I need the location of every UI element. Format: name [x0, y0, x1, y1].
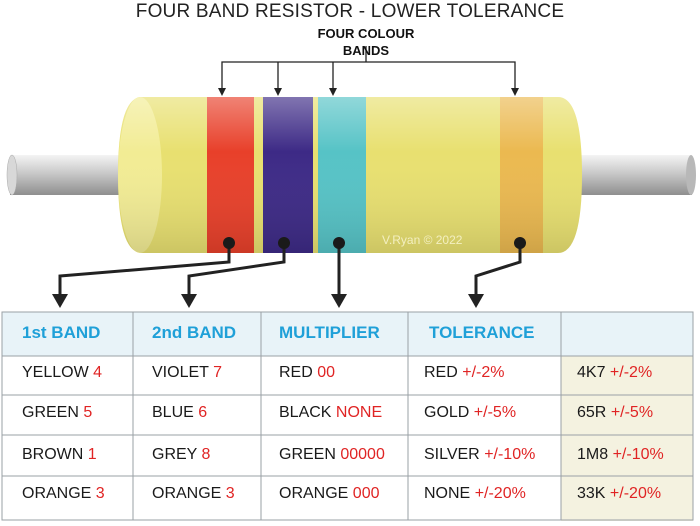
table-row-1-col-2: VIOLET 7: [152, 364, 222, 382]
band-value: 3: [95, 485, 105, 502]
band-colour: GREY: [152, 446, 198, 463]
band-colour: BLUE: [152, 404, 194, 421]
band-value: 5: [83, 404, 93, 421]
table-row-3-col-2: GREY 8: [152, 446, 210, 464]
table-row-4-col-2: ORANGE 3: [152, 485, 235, 503]
band-value: 00000: [340, 446, 385, 463]
band-value: 4: [93, 364, 103, 381]
band-value: 3: [225, 485, 235, 502]
band-dots: [223, 237, 526, 249]
example-tolerance: +/-20%: [609, 485, 662, 502]
band-colour: GREEN: [22, 404, 79, 421]
callout-arrowheads: [218, 88, 519, 96]
header-multiplier: MULTIPLIER: [279, 323, 380, 342]
band-colour: NONE: [424, 485, 471, 502]
table-row-4-col-4: NONE +/-20%: [424, 485, 526, 503]
band-colour: ORANGE: [279, 485, 349, 502]
band-colour: BLACK: [279, 404, 332, 421]
table-frame: [1, 311, 694, 521]
band-value: NONE: [335, 404, 383, 421]
band-value: +/-2%: [462, 364, 505, 381]
band-colour: RED: [424, 364, 458, 381]
leader-arrowheads: [52, 294, 484, 308]
table-row-2-col-3: BLACK NONE: [279, 404, 382, 422]
right-lead: [568, 155, 692, 195]
example-code: 33K: [577, 485, 606, 502]
left-lead-end: [6, 154, 18, 196]
band-value: 1: [87, 446, 97, 463]
body-shading: [118, 97, 582, 253]
table-row-1-col-1: YELLOW 4: [22, 364, 102, 382]
table-row-2-example: 65R +/-5%: [577, 404, 653, 422]
header-tolerance: TOLERANCE: [429, 323, 535, 342]
example-tolerance: +/-10%: [612, 446, 664, 463]
example-tolerance: +/-5%: [610, 404, 654, 421]
table-row-1-col-3: RED 00: [279, 364, 335, 382]
band-colour: VIOLET: [152, 364, 209, 381]
header-1st-band: 1st BAND: [22, 323, 101, 342]
table-row-4-col-3: ORANGE 000: [279, 485, 380, 503]
band-colour: RED: [279, 364, 313, 381]
callout-lines: [221, 46, 516, 92]
band-leaders: [58, 243, 522, 298]
band-colour: GREEN: [279, 446, 336, 463]
table-row-1-col-4: RED +/-2%: [424, 364, 504, 382]
right-lead-end: [686, 155, 696, 195]
table-row-3-example: 1M8 +/-10%: [577, 446, 664, 464]
band-colour: YELLOW: [22, 364, 89, 381]
band-callout-line-2: BANDS: [342, 43, 390, 58]
table-row-3-col-3: GREEN 00000: [279, 446, 385, 464]
table-row-2-col-4: GOLD +/-5%: [424, 404, 516, 422]
band-value: 6: [198, 404, 208, 421]
band-value: +/-10%: [484, 446, 536, 463]
band-value: 8: [201, 446, 211, 463]
band-colour: GOLD: [424, 404, 470, 421]
band-value: 000: [352, 485, 380, 502]
band-value: +/-5%: [473, 404, 517, 421]
band-callout-label: FOUR COLOUR BANDS: [300, 25, 432, 59]
band-colour: ORANGE: [152, 485, 222, 502]
left-lead: [10, 155, 132, 195]
band-value: 00: [317, 364, 336, 381]
table-row-3-col-4: SILVER +/-10%: [424, 446, 535, 464]
table-row-4-example: 33K +/-20%: [577, 485, 661, 503]
table-row-3-col-1: BROWN 1: [22, 446, 97, 464]
example-tolerance: +/-2%: [609, 364, 653, 381]
band-colour: BROWN: [22, 446, 84, 463]
header-2nd-band: 2nd BAND: [152, 323, 237, 342]
diagram-title: FOUR BAND RESISTOR - LOWER TOLERANCE: [135, 1, 565, 22]
band-colour: SILVER: [424, 446, 480, 463]
table-row-4-col-1: ORANGE 3: [22, 485, 105, 503]
table-row-2-col-2: BLUE 6: [152, 404, 207, 422]
table-row-1-example: 4K7 +/-2%: [577, 364, 652, 382]
example-code: 65R: [577, 404, 607, 421]
example-code: 1M8: [577, 446, 609, 463]
band-value: 7: [213, 364, 222, 381]
band-value: +/-20%: [474, 485, 526, 502]
band-colour: ORANGE: [22, 485, 92, 502]
example-code: 4K7: [577, 364, 606, 381]
band-callout-line-1: FOUR COLOUR: [317, 26, 415, 41]
author-credit: V.Ryan © 2022: [382, 233, 463, 247]
table-row-2-col-1: GREEN 5: [22, 404, 92, 422]
